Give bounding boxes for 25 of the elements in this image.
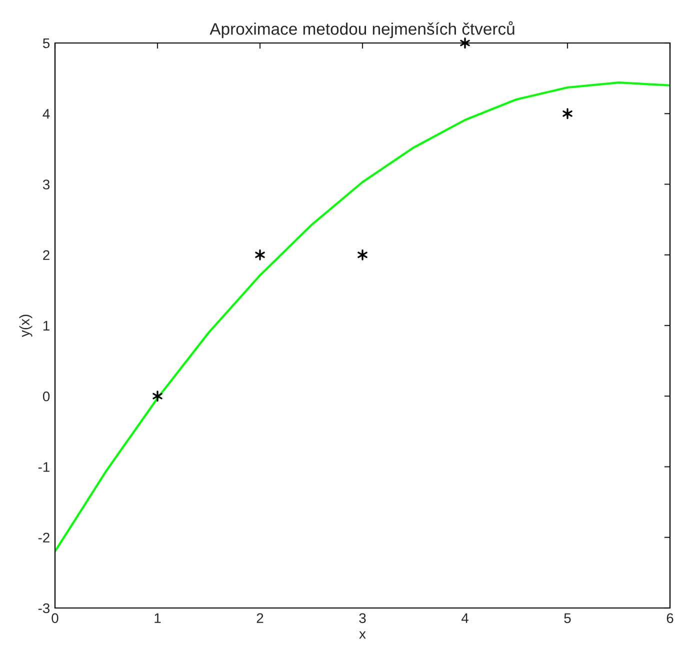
chart-title: Aproximace metodou nejmenších čtverců <box>210 21 514 38</box>
x-tick-label: 5 <box>564 613 571 624</box>
x-tick-label: 2 <box>256 613 264 623</box>
point <box>562 108 572 120</box>
point <box>152 390 162 402</box>
x-tick-label: 0 <box>52 613 58 624</box>
y-tick-label: 0 <box>42 391 50 402</box>
y-tick-label: 4 <box>42 109 50 119</box>
x-tick-label: 6 <box>666 613 674 624</box>
x-tick-label: 3 <box>359 613 366 624</box>
y-tick-label: -3 <box>38 603 50 614</box>
line-series <box>55 82 670 553</box>
point <box>460 38 470 48</box>
y-tick-label: 2 <box>43 250 50 260</box>
y-tick-label: 1 <box>43 320 50 331</box>
y-tick-label: -1 <box>38 462 50 472</box>
y-tick-label: 5 <box>42 38 50 48</box>
y-tick-label: 3 <box>42 180 50 190</box>
x-tick-label: 1 <box>154 613 161 623</box>
x-tick-label: 4 <box>461 613 468 623</box>
y-axis-title: y(x) <box>19 314 32 338</box>
x-axis-title: x <box>359 631 366 639</box>
y-tick-label: -2 <box>38 532 50 542</box>
point <box>255 249 265 260</box>
point <box>358 249 368 260</box>
